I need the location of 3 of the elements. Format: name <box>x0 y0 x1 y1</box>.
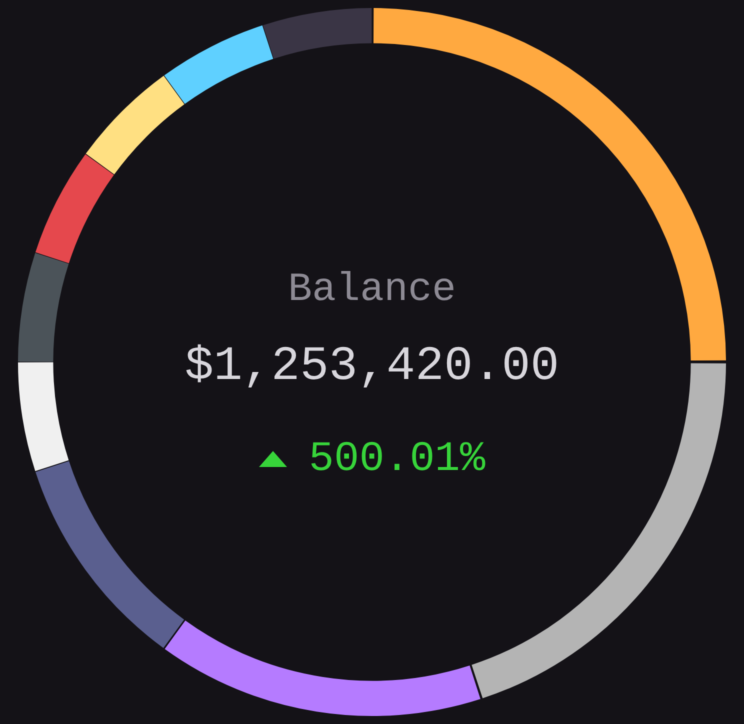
text: $1,253,420.00 <box>184 340 560 394</box>
text: 500.01% <box>308 435 486 483</box>
text: Balance <box>286 268 458 313</box>
